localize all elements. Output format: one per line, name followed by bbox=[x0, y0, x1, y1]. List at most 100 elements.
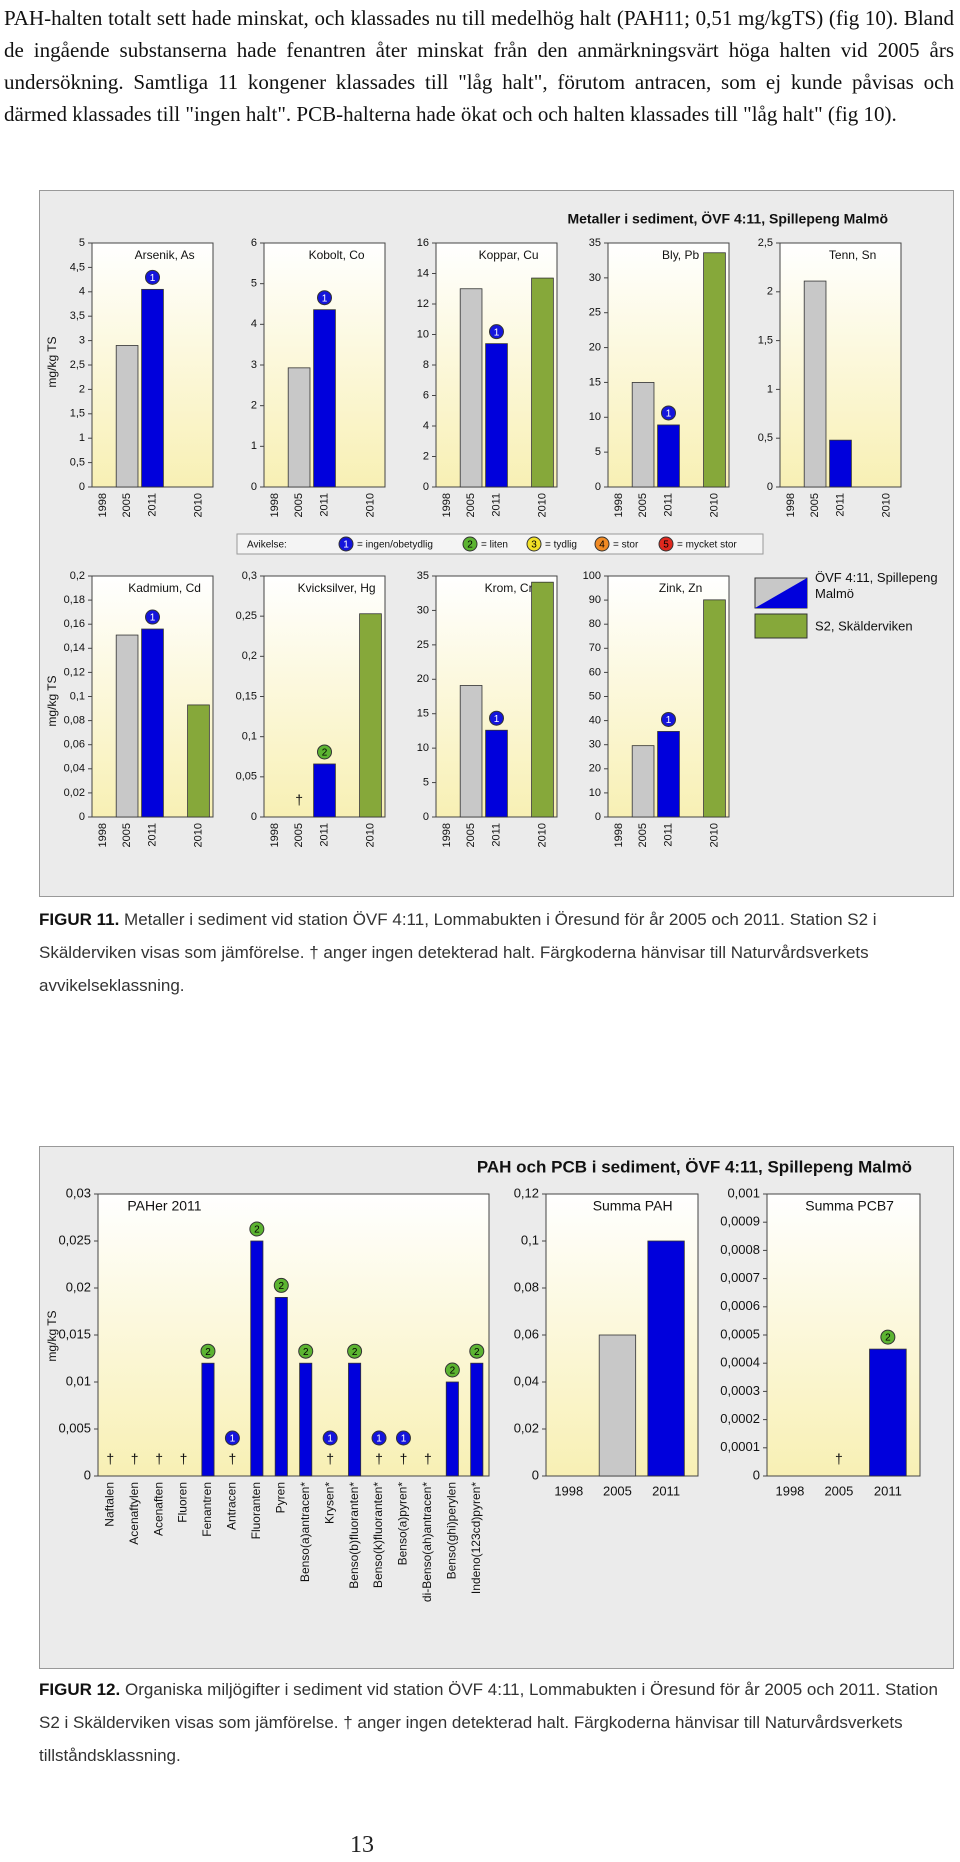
not-detected-marker: † bbox=[375, 1451, 383, 1467]
y-tick-label: 10 bbox=[417, 742, 429, 754]
x-tick-label: Naftalen bbox=[102, 1482, 116, 1527]
y-tick-label: 0,0005 bbox=[720, 1326, 760, 1341]
bar bbox=[299, 1362, 313, 1477]
caption-label: FIGUR 11. bbox=[39, 910, 120, 929]
y-tick-label: 1 bbox=[79, 432, 85, 444]
deviation-legend-label: Avikelse: bbox=[247, 540, 287, 551]
y-tick-label: 0,25 bbox=[236, 610, 257, 622]
deviation-swatch bbox=[526, 536, 542, 552]
y-tick-label: 3 bbox=[79, 335, 85, 347]
y-tick-label: 4,5 bbox=[70, 261, 85, 273]
y-tick-label: 8 bbox=[423, 359, 429, 371]
y-tick-label: 0,3 bbox=[242, 570, 257, 582]
y-tick-label: 100 bbox=[583, 570, 601, 582]
y-tick-label: 0 bbox=[423, 481, 429, 493]
page-number: 13 bbox=[350, 1832, 374, 1858]
y-tick-label: 90 bbox=[589, 594, 601, 606]
class-label: 1 bbox=[327, 1434, 333, 1445]
y-tick-label: 2 bbox=[423, 450, 429, 462]
y-tick-label: 1 bbox=[251, 440, 257, 452]
deviation-number: 1 bbox=[343, 540, 349, 551]
y-tick-label: 3,5 bbox=[70, 310, 85, 322]
x-tick-label: 2010 bbox=[880, 493, 892, 517]
x-tick-label: Pyren bbox=[273, 1482, 287, 1513]
x-tick-label: 1998 bbox=[613, 823, 625, 847]
y-tick-label: 40 bbox=[589, 715, 601, 727]
y-tick-label: 0 bbox=[251, 811, 257, 823]
x-tick-label: 2011 bbox=[490, 823, 502, 847]
y-tick-label: 0,0003 bbox=[720, 1383, 760, 1398]
y-tick-label: 35 bbox=[417, 570, 429, 582]
x-tick-label: Acenaftylen bbox=[127, 1482, 141, 1545]
x-tick-label: 2011 bbox=[318, 823, 330, 847]
chart-title: Zink, Zn bbox=[659, 581, 702, 595]
x-tick-label: 2011 bbox=[652, 1483, 680, 1498]
y-tick-label: 0,02 bbox=[66, 1279, 91, 1294]
x-tick-label: 1998 bbox=[775, 1483, 804, 1498]
legend-swatch bbox=[754, 613, 808, 639]
y-tick-label: 5 bbox=[251, 278, 257, 290]
x-tick-label: 1998 bbox=[554, 1483, 583, 1498]
bar bbox=[531, 277, 554, 488]
class-label: 1 bbox=[666, 715, 672, 726]
y-tick-label: 70 bbox=[589, 642, 601, 654]
y-tick-label: 0 bbox=[767, 481, 773, 493]
class-label: 1 bbox=[322, 293, 328, 304]
bar bbox=[803, 280, 827, 488]
deviation-swatch bbox=[658, 536, 674, 552]
y-tick-label: 0,04 bbox=[514, 1373, 539, 1388]
y-tick-label: 15 bbox=[589, 376, 601, 388]
bar bbox=[141, 628, 164, 818]
y-tick-label: 2 bbox=[251, 400, 257, 412]
y-tick-label: 10 bbox=[417, 328, 429, 340]
x-tick-label: Benso(b)fluoranten* bbox=[347, 1482, 361, 1589]
bar bbox=[485, 729, 508, 818]
deviation-text: = stor bbox=[613, 540, 639, 551]
y-tick-label: 0,08 bbox=[514, 1279, 539, 1294]
x-tick-label: Benso(a)antracen* bbox=[298, 1482, 312, 1582]
x-tick-label: 2010 bbox=[536, 823, 548, 847]
not-detected-marker: † bbox=[424, 1451, 432, 1467]
y-tick-label: 60 bbox=[589, 666, 601, 678]
class-marker bbox=[298, 1343, 314, 1359]
y-tick-label: 0,2 bbox=[70, 570, 85, 582]
x-tick-label: 1998 bbox=[269, 823, 281, 847]
y-tick-label: 16 bbox=[417, 237, 429, 249]
deviation-number: 5 bbox=[663, 540, 669, 551]
bar bbox=[313, 309, 336, 488]
bar bbox=[598, 1334, 637, 1477]
not-detected-marker: † bbox=[835, 1451, 843, 1467]
x-tick-label: Antracen bbox=[225, 1482, 239, 1530]
class-marker bbox=[880, 1329, 896, 1345]
y-tick-label: 0,1 bbox=[521, 1232, 539, 1247]
y-tick-label: 14 bbox=[417, 267, 429, 279]
y-tick-label: 0,05 bbox=[236, 771, 257, 783]
intro-paragraph: PAH-halten totalt sett hade minskat, och… bbox=[4, 6, 954, 126]
x-tick-label: 2010 bbox=[536, 493, 548, 517]
deviation-number: 2 bbox=[467, 540, 473, 551]
class-label: 2 bbox=[279, 1281, 285, 1292]
y-tick-label: 0,15 bbox=[236, 690, 257, 702]
bar bbox=[115, 634, 139, 818]
figure-title: PAH och PCB i sediment, ÖVF 4:11, Spille… bbox=[477, 1157, 912, 1176]
y-tick-label: 0,12 bbox=[514, 1185, 539, 1200]
y-tick-label: 0 bbox=[79, 481, 85, 493]
not-detected-marker: † bbox=[326, 1451, 334, 1467]
class-marker bbox=[224, 1430, 240, 1446]
y-axis-label: mg/kg TS bbox=[45, 1310, 59, 1361]
bar bbox=[657, 424, 680, 488]
class-label: 2 bbox=[322, 748, 328, 759]
x-tick-label: 2011 bbox=[318, 493, 330, 517]
class-label: 2 bbox=[885, 1333, 891, 1344]
y-tick-label: 6 bbox=[423, 389, 429, 401]
x-tick-label: 2005 bbox=[637, 493, 649, 517]
y-tick-label: 10 bbox=[589, 787, 601, 799]
x-tick-label: 1998 bbox=[441, 493, 453, 517]
chart-title: Kadmium, Cd bbox=[128, 581, 201, 595]
x-tick-label: Fluoranten bbox=[249, 1482, 263, 1539]
y-tick-label: 20 bbox=[589, 763, 601, 775]
x-tick-label: 2005 bbox=[637, 823, 649, 847]
y-tick-label: 0,02 bbox=[64, 787, 85, 799]
y-tick-label: 35 bbox=[589, 237, 601, 249]
